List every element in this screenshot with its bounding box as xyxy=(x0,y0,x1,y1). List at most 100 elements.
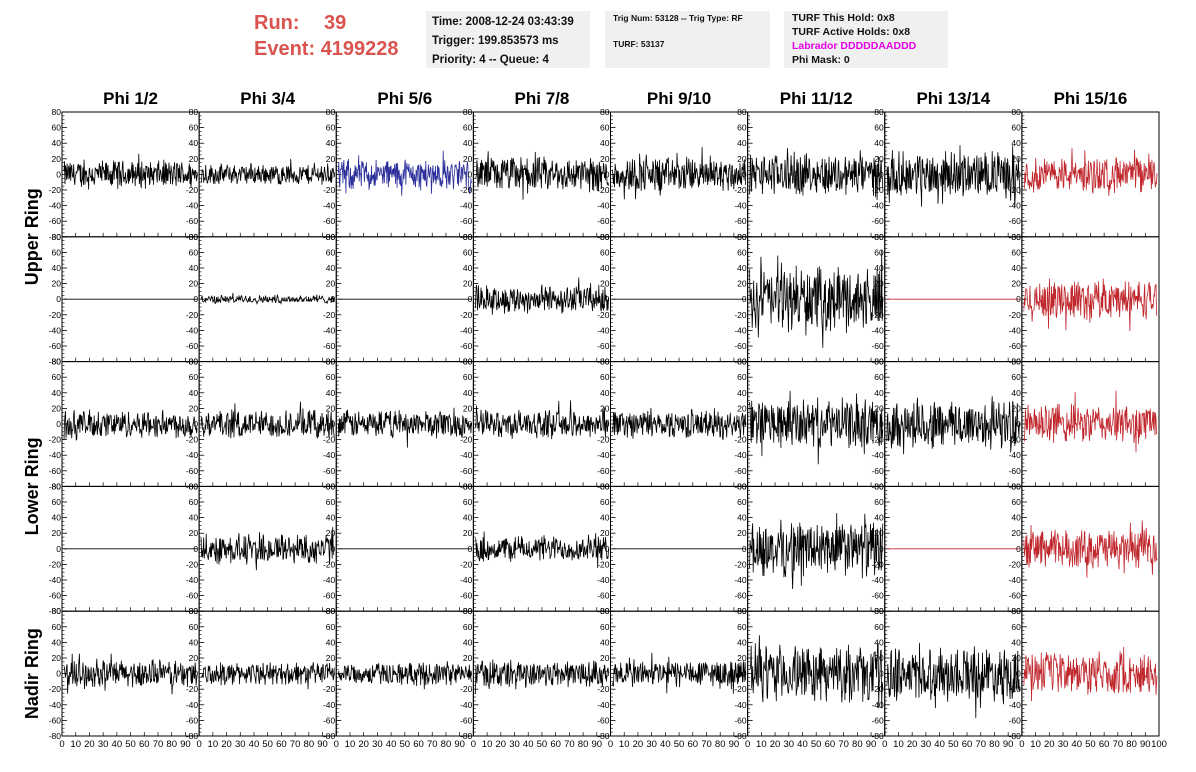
waveform-trace xyxy=(612,147,746,200)
y-tick-label: -40 xyxy=(734,450,747,460)
trigger-info-box: Trig Num: 53128 -- Trig Type: RF TURF: 5… xyxy=(605,11,770,68)
x-tick-label: 30 xyxy=(372,739,383,750)
x-tick-label: 0 xyxy=(196,739,201,750)
y-tick-label: 0 xyxy=(742,669,747,679)
y-tick-label: 40 xyxy=(1011,388,1021,398)
y-tick-label: 60 xyxy=(463,497,473,507)
y-tick-label: 60 xyxy=(326,372,336,382)
y-tick-label: 0 xyxy=(742,419,747,429)
y-tick-label: 20 xyxy=(1011,528,1021,538)
y-tick-label: 40 xyxy=(463,513,473,523)
waveform-trace xyxy=(337,661,472,690)
y-tick-label: 0 xyxy=(1016,169,1021,179)
y-tick-label: -20 xyxy=(186,185,199,195)
y-tick-label: 20 xyxy=(189,403,199,413)
y-tick-label: 20 xyxy=(326,528,336,538)
y-tick-label: 40 xyxy=(874,637,884,647)
waveform-trace xyxy=(475,400,609,440)
y-tick-label: -60 xyxy=(1009,216,1022,226)
y-tick-label: 20 xyxy=(463,403,473,413)
time-info-box: Time: 2008-12-24 03:43:39 Trigger: 199.8… xyxy=(426,11,590,68)
y-tick-label: -60 xyxy=(734,341,747,351)
y-tick-label: -60 xyxy=(186,341,199,351)
x-tick-label: 30 xyxy=(921,739,932,750)
waveform-trace xyxy=(200,401,335,440)
y-tick-label: -60 xyxy=(871,715,884,725)
x-tick-label: 10 xyxy=(619,739,630,750)
y-tick-label: -60 xyxy=(597,591,610,601)
y-tick-label: 80 xyxy=(463,107,473,117)
x-tick-label: 90 xyxy=(1003,739,1014,750)
x-tick-label: 70 xyxy=(701,739,712,750)
y-tick-label: -20 xyxy=(460,310,473,320)
y-tick-label: -20 xyxy=(734,185,747,195)
y-tick-label: -20 xyxy=(871,684,884,694)
x-tick-label: 90 xyxy=(180,739,191,750)
waveform-trace xyxy=(200,527,335,571)
y-tick-label: 0 xyxy=(468,294,473,304)
y-tick-label: 40 xyxy=(463,388,473,398)
waveform-trace xyxy=(612,407,746,441)
y-tick-label: 80 xyxy=(1011,232,1021,242)
y-tick-label: 20 xyxy=(326,653,336,663)
waveform-trace xyxy=(200,662,335,690)
y-tick-label: 60 xyxy=(874,622,884,632)
x-tick-label: 90 xyxy=(729,739,740,750)
y-tick-label: -60 xyxy=(1009,591,1022,601)
waveform-trace xyxy=(1023,520,1158,578)
y-tick-label: -40 xyxy=(323,325,336,335)
y-tick-label: -60 xyxy=(49,715,62,725)
event-label: Event: xyxy=(254,38,316,60)
waveform-trace xyxy=(63,153,198,190)
y-tick-label: -60 xyxy=(186,216,199,226)
y-tick-label: -60 xyxy=(323,216,336,226)
y-tick-label: 60 xyxy=(463,372,473,382)
y-tick-label: 20 xyxy=(600,403,610,413)
y-tick-label: -40 xyxy=(186,575,199,585)
y-tick-label: 80 xyxy=(52,481,62,491)
y-tick-label: 0 xyxy=(742,294,747,304)
y-tick-label: -80 xyxy=(49,232,62,242)
x-tick-label: 90 xyxy=(317,739,328,750)
y-tick-label: -20 xyxy=(734,435,747,445)
y-tick-label: 60 xyxy=(737,372,747,382)
y-tick-label: 60 xyxy=(463,247,473,257)
y-tick-label: 40 xyxy=(1011,513,1021,523)
y-tick-label: -60 xyxy=(597,341,610,351)
y-tick-label: 80 xyxy=(1011,481,1021,491)
y-tick-label: 80 xyxy=(874,357,884,367)
x-tick-label: 80 xyxy=(989,739,1000,750)
y-tick-label: 20 xyxy=(52,279,62,289)
y-tick-label: 80 xyxy=(737,606,747,616)
turf-info-box: TURF This Hold: 0x8 TURF Active Holds: 0… xyxy=(784,11,948,68)
y-tick-label: 60 xyxy=(600,247,610,257)
y-tick-label: 20 xyxy=(463,653,473,663)
y-tick-label: 40 xyxy=(600,138,610,148)
y-tick-label: 80 xyxy=(874,481,884,491)
y-tick-label: 20 xyxy=(737,403,747,413)
waveform-trace xyxy=(749,148,884,201)
run-value: 39 xyxy=(324,12,347,34)
x-tick-label: 40 xyxy=(934,739,945,750)
y-tick-label: -20 xyxy=(323,185,336,195)
y-tick-label: -60 xyxy=(871,341,884,351)
y-tick-label: -20 xyxy=(597,310,610,320)
y-tick-label: 80 xyxy=(874,107,884,117)
y-tick-label: 0 xyxy=(468,419,473,429)
y-tick-label: -20 xyxy=(49,684,62,694)
y-tick-label: -80 xyxy=(734,731,747,741)
y-tick-label: 0 xyxy=(605,169,610,179)
y-tick-label: 40 xyxy=(52,637,62,647)
y-tick-label: 40 xyxy=(874,263,884,273)
x-tick-label: 20 xyxy=(907,739,918,750)
y-tick-label: -80 xyxy=(460,731,473,741)
y-tick-label: 60 xyxy=(52,372,62,382)
y-tick-label: 40 xyxy=(189,637,199,647)
y-tick-label: 0 xyxy=(331,169,336,179)
